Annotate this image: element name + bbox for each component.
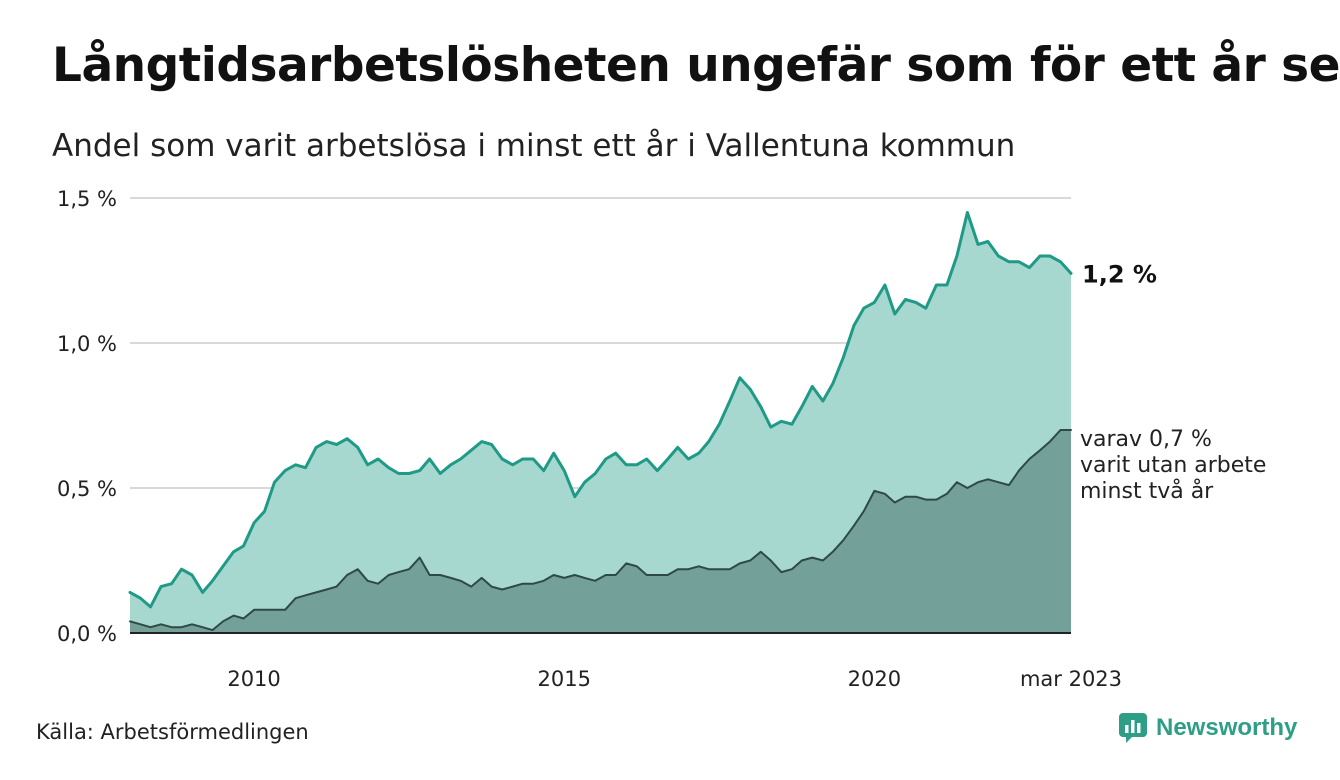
y-axis: 0,0 % 0,5 % 1,0 % 1,5 % <box>57 187 117 646</box>
longterm-share-area <box>130 430 1071 633</box>
y-tick-label: 1,0 % <box>57 332 117 356</box>
x-tick-label: 2020 <box>848 667 901 691</box>
x-tick-label: 2015 <box>537 667 590 691</box>
newsworthy-logo-icon <box>1119 713 1147 743</box>
total-share-area <box>130 212 1071 633</box>
source-note: Källa: Arbetsförmedlingen <box>36 720 309 744</box>
series-lines <box>128 211 1073 632</box>
area-layers <box>130 212 1071 633</box>
x-axis: 2010 2015 2020 mar 2023 <box>130 632 1122 691</box>
total-share-line <box>128 211 1073 609</box>
y-tick-label: 1,5 % <box>57 187 117 211</box>
x-tick-label: mar 2023 <box>1020 667 1122 691</box>
annotation-line: varit utan arbete <box>1080 453 1266 478</box>
x-tick-label: 2010 <box>227 667 280 691</box>
area-chart: 0,0 % 0,5 % 1,0 % 1,5 % 2010 2015 2020 mar 202… <box>57 187 1266 691</box>
brand-logo: Newsworthy <box>1118 712 1297 744</box>
longterm-share-line <box>129 429 1072 632</box>
chart-subtitle: Andel som varit arbetslösa i minst ett å… <box>52 128 1016 164</box>
annotation-line: minst två år <box>1080 478 1214 504</box>
y-tick-label: 0,5 % <box>57 477 117 501</box>
y-tick-label: 0,0 % <box>57 622 117 646</box>
chart-title: Långtidsarbetslösheten ungefär som för e… <box>52 38 1340 93</box>
brand-name: Newsworthy <box>1156 714 1298 741</box>
annotation-line: varav 0,7 % <box>1080 427 1212 452</box>
end-value-label: 1,2 % <box>1082 260 1157 288</box>
